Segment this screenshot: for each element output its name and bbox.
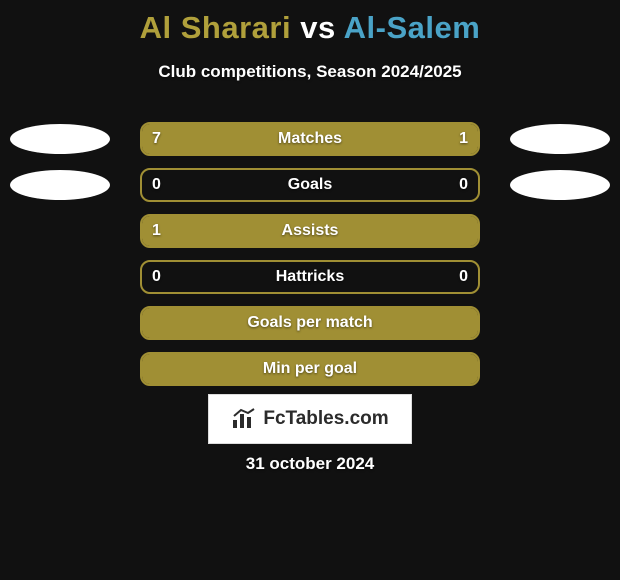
stat-label: Matches <box>140 122 480 156</box>
stat-row: 71Matches <box>0 118 620 164</box>
comparison-canvas: Al Sharari vs Al-Salem Club competitions… <box>0 0 620 580</box>
stat-rows: 71Matches00Goals1Assists00Hattricks Goals… <box>0 118 620 394</box>
date-label: 31 october 2024 <box>0 454 620 474</box>
stat-row: Min per goal <box>0 348 620 394</box>
player2-shape-icon <box>510 170 610 200</box>
title-player1: Al Sharari <box>140 10 291 45</box>
stat-row: 00Hattricks <box>0 256 620 302</box>
stat-label: Hattricks <box>140 260 480 294</box>
brand-badge: FcTables.com <box>208 394 412 444</box>
player1-shape-icon <box>10 124 110 154</box>
player2-shape-icon <box>510 124 610 154</box>
stat-label: Assists <box>140 214 480 248</box>
brand-text: FcTables.com <box>263 408 388 430</box>
brand-chart-icon <box>231 408 257 430</box>
subtitle: Club competitions, Season 2024/2025 <box>0 62 620 82</box>
stat-row: 1Assists <box>0 210 620 256</box>
player1-shape-icon <box>10 170 110 200</box>
stat-label: Goals per match <box>140 306 480 340</box>
stat-row: Goals per match <box>0 302 620 348</box>
stat-label: Goals <box>140 168 480 202</box>
title-vs: vs <box>300 10 335 45</box>
stat-row: 00Goals <box>0 164 620 210</box>
comparison-title: Al Sharari vs Al-Salem <box>0 0 620 46</box>
title-player2: Al-Salem <box>344 10 481 45</box>
stat-label: Min per goal <box>140 352 480 386</box>
